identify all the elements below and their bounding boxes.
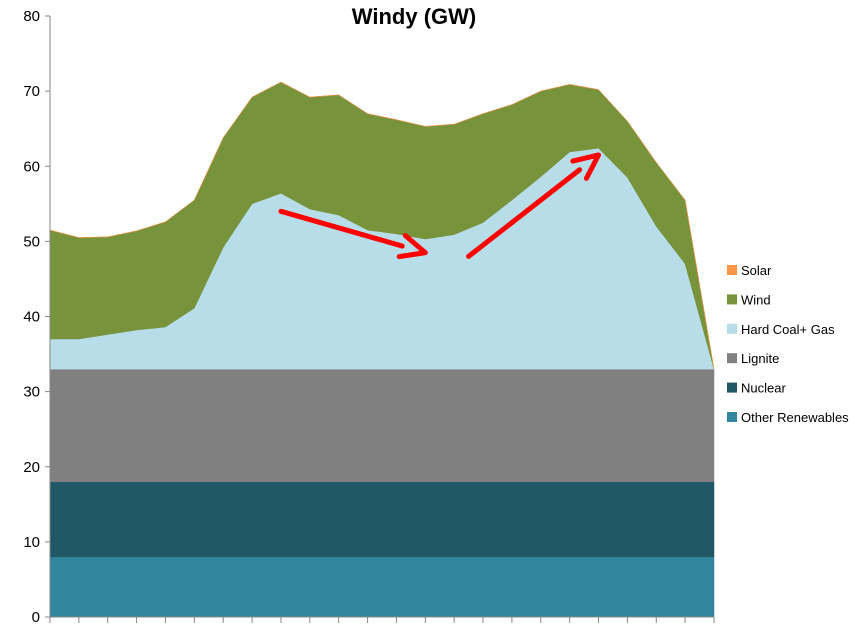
y-tick-label: 0 — [32, 609, 40, 625]
legend-label-wind: Wind — [741, 292, 771, 307]
legend-swatch-wind — [727, 294, 737, 305]
annotation-arrow-shaft — [466, 167, 583, 259]
annotation-arrow-head — [396, 232, 428, 260]
legend-swatch-nuclear — [727, 382, 737, 393]
y-tick-label: 40 — [23, 309, 40, 326]
y-tick-label: 10 — [23, 534, 40, 551]
legend-swatch-lignite — [727, 353, 737, 364]
y-tick-label: 30 — [23, 384, 40, 401]
y-tick-label: 20 — [23, 459, 40, 476]
annotation-arrows — [278, 152, 602, 260]
annotation-arrow-shaft — [278, 208, 405, 249]
y-tick-label: 50 — [23, 233, 40, 250]
legend-swatch-other-renewables — [727, 412, 737, 422]
y-tick-label: 70 — [23, 83, 40, 100]
annotation-arrow-head — [570, 152, 602, 181]
plot-areas — [49, 81, 715, 618]
area-solar — [49, 81, 715, 370]
legend-label-other-renewables: Other Renewables — [741, 410, 849, 425]
y-tick-label: 60 — [23, 158, 40, 175]
area-other-renewables — [49, 556, 715, 618]
legend-label-hard-coal-gas: Hard Coal+ Gas — [741, 322, 835, 337]
legend-swatch-solar — [727, 265, 737, 275]
legend-label-lignite: Lignite — [741, 351, 779, 366]
area-nuclear — [49, 481, 715, 558]
legend-label-solar: Solar — [741, 263, 772, 278]
y-tick-label: 80 — [23, 8, 40, 25]
area-lignite — [49, 368, 715, 483]
axes: 0 10 20 30 40 50 60 70 80 — [23, 8, 715, 625]
legend-label-nuclear: Nuclear — [741, 381, 786, 396]
legend: Solar Wind Hard Coal+ Gas Lignite Nuclear Oth… — [727, 263, 849, 425]
legend-swatch-hard-coal-gas — [727, 323, 737, 334]
chart-title: Windy (GW) — [352, 4, 476, 29]
